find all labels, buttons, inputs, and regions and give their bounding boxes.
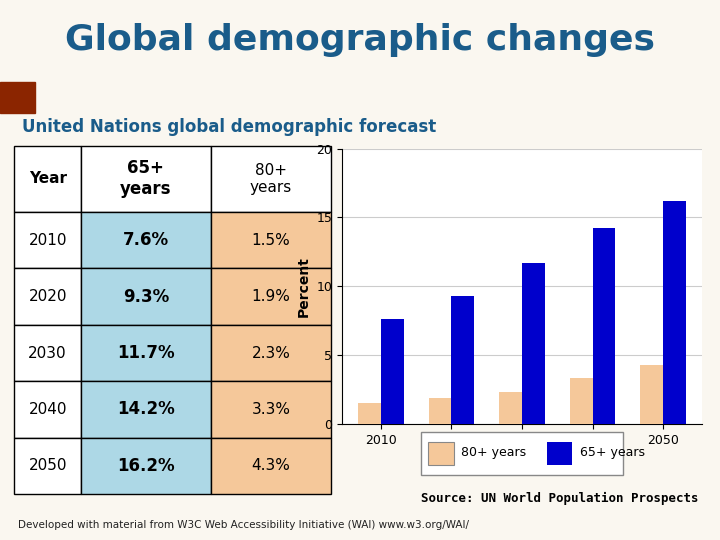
Bar	[14, 212, 81, 268]
Bar	[211, 325, 331, 381]
Bar	[211, 146, 331, 212]
Text: 9.3%: 9.3%	[122, 288, 169, 306]
Bar	[641, 364, 663, 424]
Bar	[211, 381, 331, 438]
Bar	[663, 201, 685, 424]
Bar	[593, 228, 615, 424]
Text: Developed with material from W3C Web Accessibility Initiative (WAI) www.w3.org/W: Developed with material from W3C Web Acc…	[18, 520, 469, 530]
Text: 4.3%: 4.3%	[251, 458, 290, 474]
Text: 11.7%: 11.7%	[117, 344, 175, 362]
Bar	[500, 392, 522, 424]
Bar	[81, 212, 211, 268]
FancyBboxPatch shape	[421, 432, 623, 475]
Bar	[381, 319, 403, 424]
Text: 65+
years: 65+ years	[120, 159, 171, 198]
Text: United Nations global demographic forecast: United Nations global demographic foreca…	[22, 118, 436, 137]
Bar	[14, 146, 81, 212]
Text: 2040: 2040	[28, 402, 67, 417]
Bar	[547, 442, 572, 465]
Bar	[14, 381, 81, 438]
Text: 2020: 2020	[28, 289, 67, 304]
Text: Global demographic changes: Global demographic changes	[65, 23, 655, 57]
Text: 7.6%: 7.6%	[123, 231, 169, 249]
Text: 80+ years: 80+ years	[461, 446, 526, 459]
Text: 65+ years: 65+ years	[580, 446, 644, 459]
Bar	[14, 438, 81, 494]
Bar	[81, 146, 211, 212]
Bar	[428, 442, 454, 465]
Bar	[81, 438, 211, 494]
Bar	[81, 268, 211, 325]
Text: 14.2%: 14.2%	[117, 401, 175, 418]
Bar	[570, 379, 593, 424]
Bar	[359, 403, 381, 424]
Y-axis label: Percent: Percent	[297, 256, 311, 316]
Text: Year: Year	[29, 171, 67, 186]
X-axis label: Year: Year	[505, 452, 539, 466]
Text: 16.2%: 16.2%	[117, 457, 175, 475]
Bar	[211, 212, 331, 268]
Text: 2010: 2010	[28, 233, 67, 248]
Bar	[211, 268, 331, 325]
Bar	[429, 398, 451, 424]
Bar	[522, 263, 544, 424]
Bar	[81, 325, 211, 381]
Text: 2050: 2050	[28, 458, 67, 474]
Text: Source: UN World Population Prospects: Source: UN World Population Prospects	[421, 492, 698, 505]
Text: 1.9%: 1.9%	[251, 289, 290, 304]
Bar	[14, 325, 81, 381]
Bar	[451, 296, 474, 424]
Bar	[211, 438, 331, 494]
Text: 3.3%: 3.3%	[251, 402, 290, 417]
Bar	[81, 381, 211, 438]
Text: 80+
years: 80+ years	[250, 163, 292, 195]
Text: 2.3%: 2.3%	[251, 346, 290, 361]
Text: 1.5%: 1.5%	[251, 233, 290, 248]
Bar	[14, 268, 81, 325]
Bar	[0, 82, 35, 113]
Text: 2030: 2030	[28, 346, 67, 361]
